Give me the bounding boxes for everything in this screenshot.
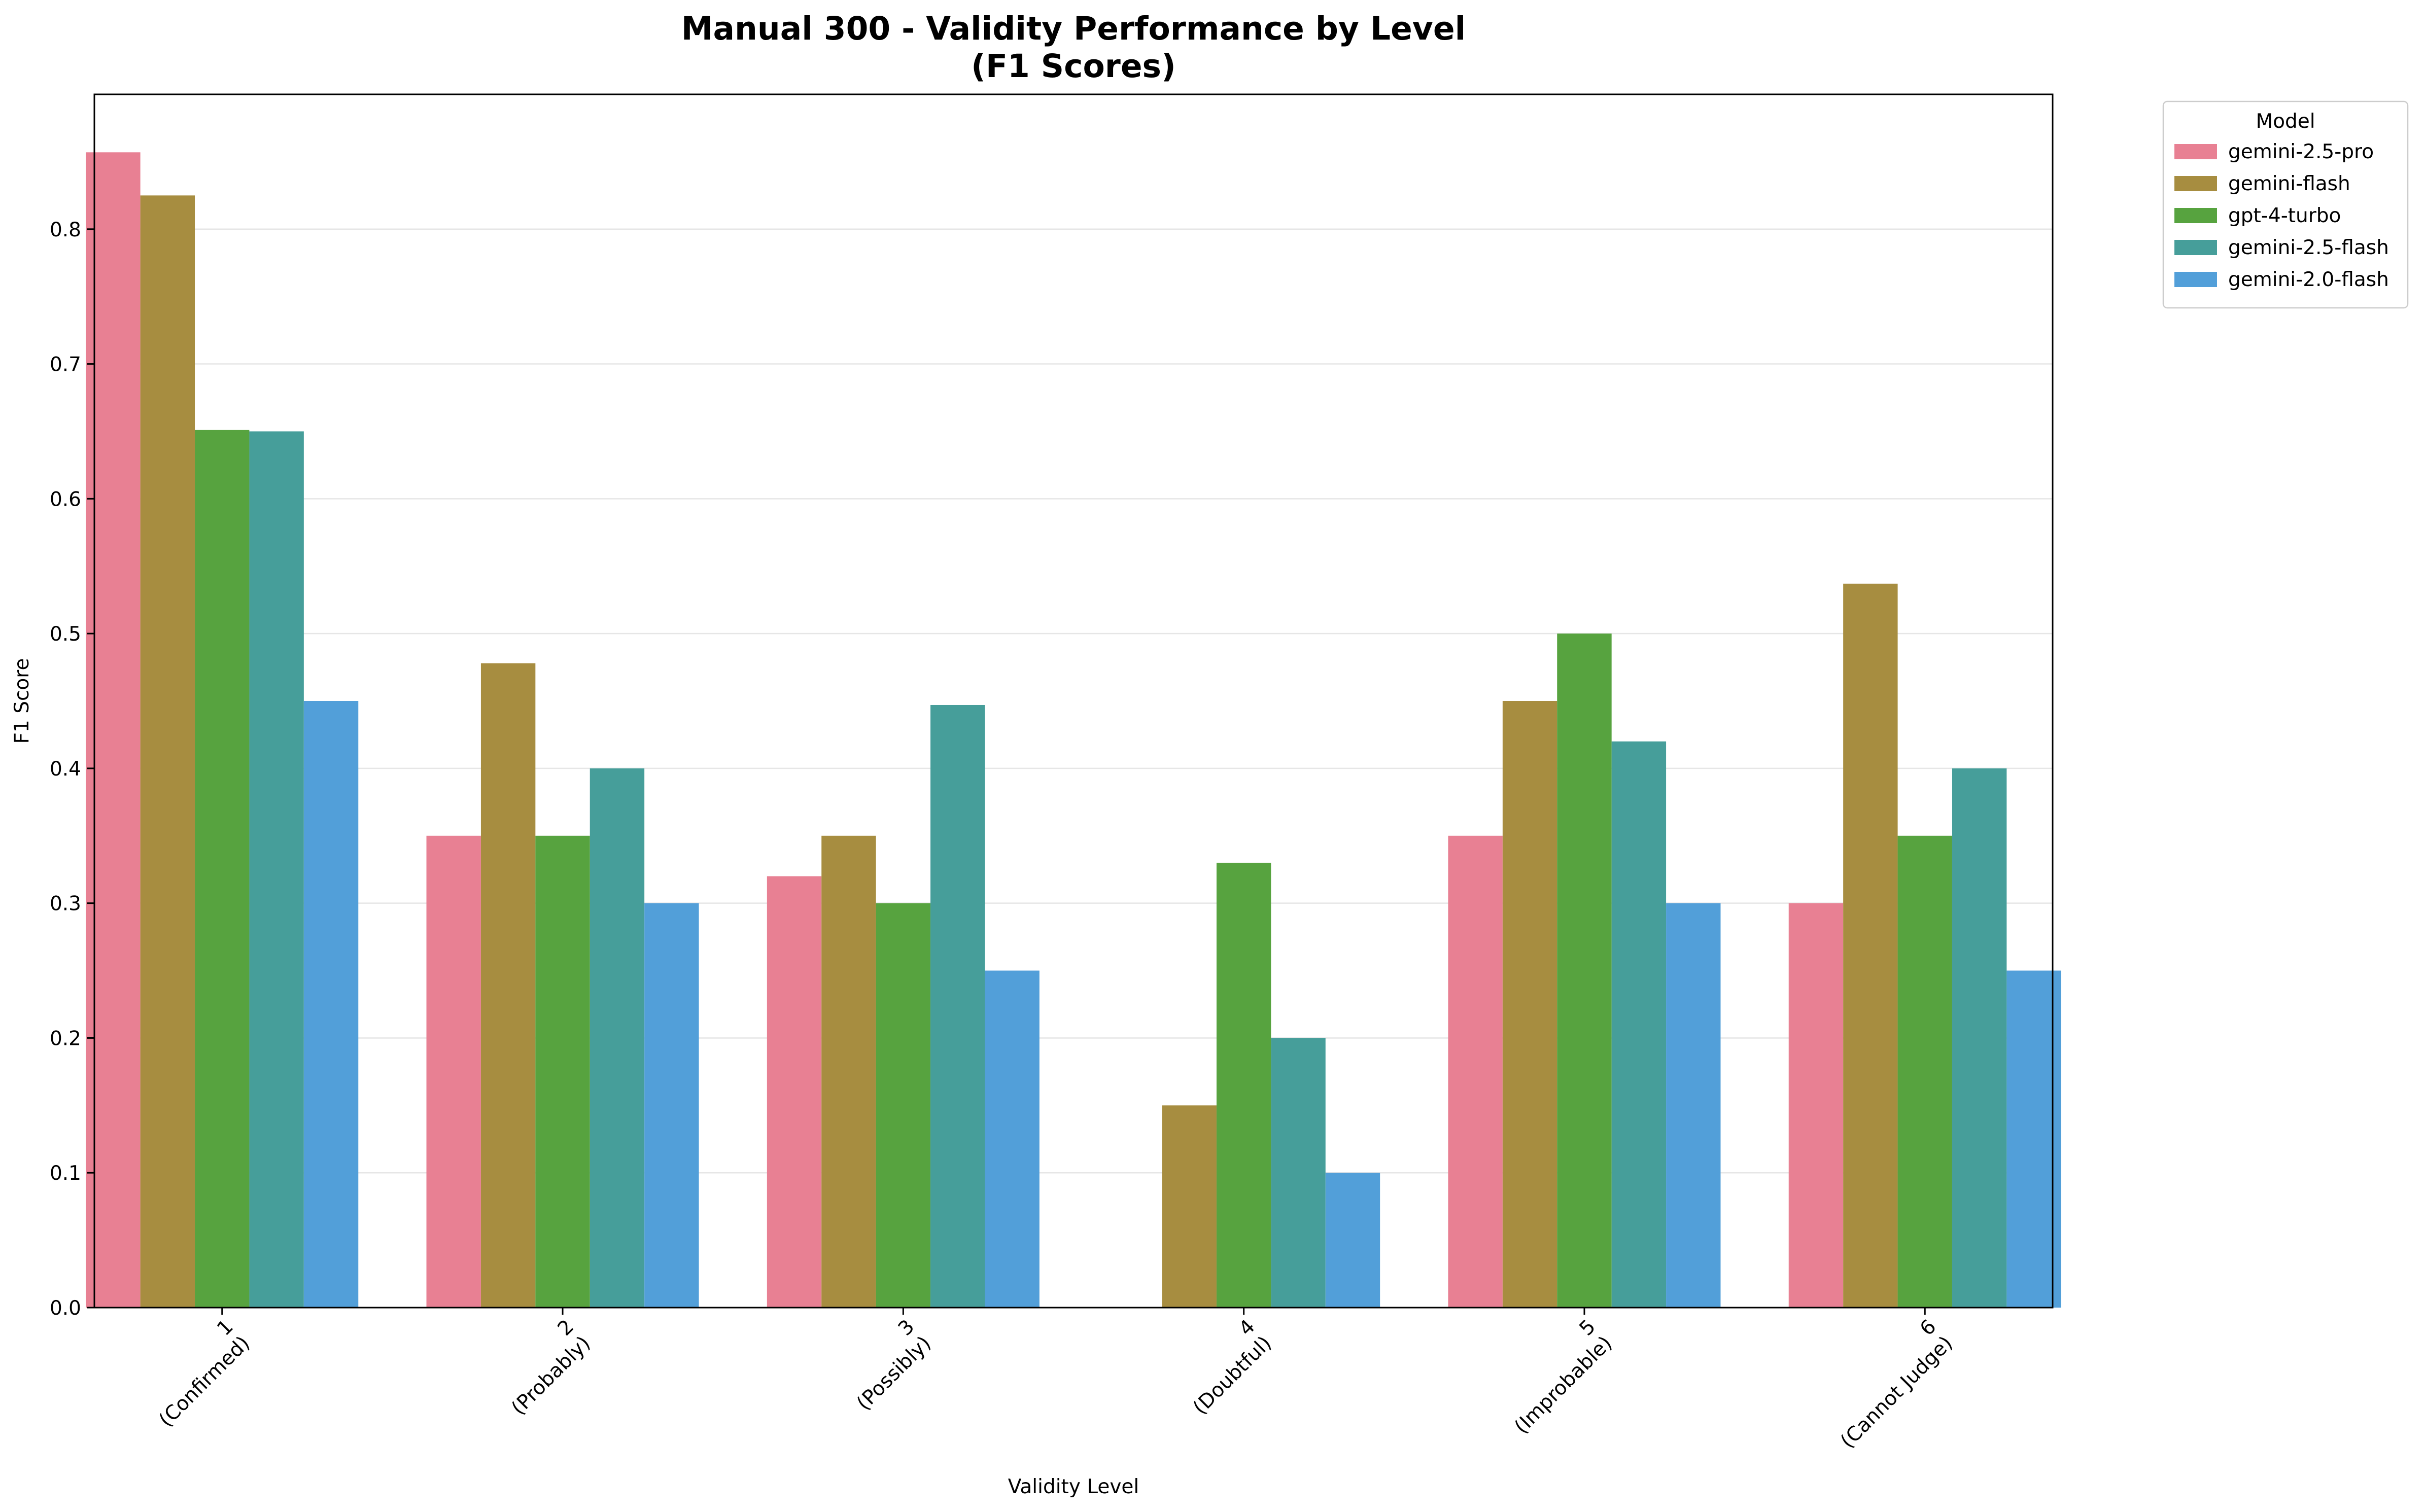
y-axis-ticks: 0.0 0.1 0.2 0.3 0.4 0.5 0.6 0.7 0.8	[50, 219, 94, 1320]
legend-title: Model	[2256, 110, 2315, 133]
legend-swatch	[2174, 208, 2217, 223]
y-tick-label: 0.7	[50, 354, 81, 376]
bar-gemini-2.5-flash	[1952, 768, 2007, 1308]
y-tick-label: 0.0	[50, 1297, 81, 1320]
bar-gemini-2.0-flash	[1666, 903, 1721, 1308]
bar-gemini-2.5-flash	[249, 431, 304, 1308]
x-tick-label-line: (Improbable)	[1510, 1332, 1617, 1438]
bar-gemini-2.5-flash	[590, 768, 645, 1308]
bar-gemini-flash	[140, 195, 195, 1308]
y-tick-label: 0.8	[50, 219, 81, 241]
y-tick-label: 0.2	[50, 1027, 81, 1050]
y-tick-label: 0.1	[50, 1162, 81, 1185]
bars	[86, 152, 2061, 1308]
y-tick-label: 0.4	[50, 758, 81, 781]
chart-title-line: Manual 300 - Validity Performance by Lev…	[681, 10, 1466, 47]
plot-frame	[93, 93, 2054, 1309]
y-tick-label: 0.5	[50, 623, 81, 646]
x-tick-label: 6(Cannot Judge)	[1820, 1315, 1957, 1453]
bar-gpt-4-turbo	[195, 430, 250, 1308]
bar-gemini-flash	[1162, 1105, 1217, 1308]
bar-gemini-flash	[480, 663, 536, 1308]
bar-gemini-flash	[1502, 701, 1557, 1308]
x-tick-label-line: (Cannot Judge)	[1836, 1332, 1957, 1453]
x-tick-label-line: (Probably)	[507, 1332, 595, 1420]
x-tick-label: 2(Probably)	[491, 1315, 595, 1420]
legend-swatch	[2174, 176, 2217, 191]
bar-gemini-2.0-flash	[1325, 1173, 1380, 1308]
x-tick-label: 1(Confirmed)	[138, 1315, 254, 1431]
bar-gpt-4-turbo	[876, 903, 931, 1308]
bar-gemini-2.0-flash	[644, 903, 699, 1308]
legend-swatch	[2174, 272, 2217, 287]
bar-gemini-2.0-flash	[985, 970, 1040, 1308]
bar-gpt-4-turbo	[1897, 835, 1952, 1308]
bar-gemini-2.5-flash	[1271, 1038, 1326, 1308]
legend-box	[2162, 100, 2409, 309]
chart-title: Manual 300 - Validity Performance by Lev…	[681, 10, 1466, 85]
x-axis-label: Validity Level	[1008, 1475, 1139, 1498]
x-tick-label: 3(Possibly)	[836, 1315, 936, 1415]
legend-label: gemini-2.0-flash	[2228, 268, 2389, 291]
y-tick-label: 0.3	[50, 893, 81, 916]
bar-gemini-flash	[1843, 583, 1898, 1308]
bar-gemini-2.5-pro	[1448, 835, 1503, 1308]
bar-gemini-2.5-pro	[1788, 903, 1844, 1308]
legend-swatch	[2174, 144, 2217, 159]
x-tick-label-line: (Confirmed)	[155, 1332, 255, 1432]
bar-gpt-4-turbo	[1557, 634, 1612, 1308]
y-tick-label: 0.6	[50, 488, 81, 511]
grid-lines	[94, 228, 2053, 1174]
chart-title-line: (F1 Scores)	[971, 48, 1176, 85]
y-axis-label: F1 Score	[11, 658, 33, 744]
bar-gemini-2.5-flash	[930, 705, 985, 1308]
x-axis-ticks: 1(Confirmed) 2(Probably) 3(Possibly) 4(Doub…	[138, 1308, 1957, 1453]
bar-gemini-2.5-pro	[426, 835, 481, 1308]
legend-label: gemini-flash	[2228, 172, 2350, 195]
x-tick-label-line: (Doubtful)	[1189, 1332, 1276, 1419]
bar-gemini-2.5-flash	[1611, 741, 1667, 1308]
bar-gpt-4-turbo	[535, 835, 590, 1308]
bar-gemini-flash	[821, 835, 876, 1308]
x-tick-label: 5(Improbable)	[1494, 1315, 1617, 1438]
bar-gpt-4-turbo	[1216, 862, 1271, 1308]
legend-label: gpt-4-turbo	[2228, 204, 2341, 227]
bar-gemini-2.0-flash	[303, 701, 359, 1308]
x-tick-label: 4(Doubtful)	[1172, 1315, 1276, 1419]
legend: Model gemini-2.5-pro gemini-flash gpt-4-tur…	[2162, 100, 2409, 309]
x-tick-label-line: (Possibly)	[852, 1332, 936, 1415]
bar-gemini-2.5-pro	[767, 876, 822, 1308]
legend-label: gemini-2.5-pro	[2228, 140, 2374, 163]
legend-swatch	[2174, 240, 2217, 255]
legend-label: gemini-2.5-flash	[2228, 236, 2389, 259]
